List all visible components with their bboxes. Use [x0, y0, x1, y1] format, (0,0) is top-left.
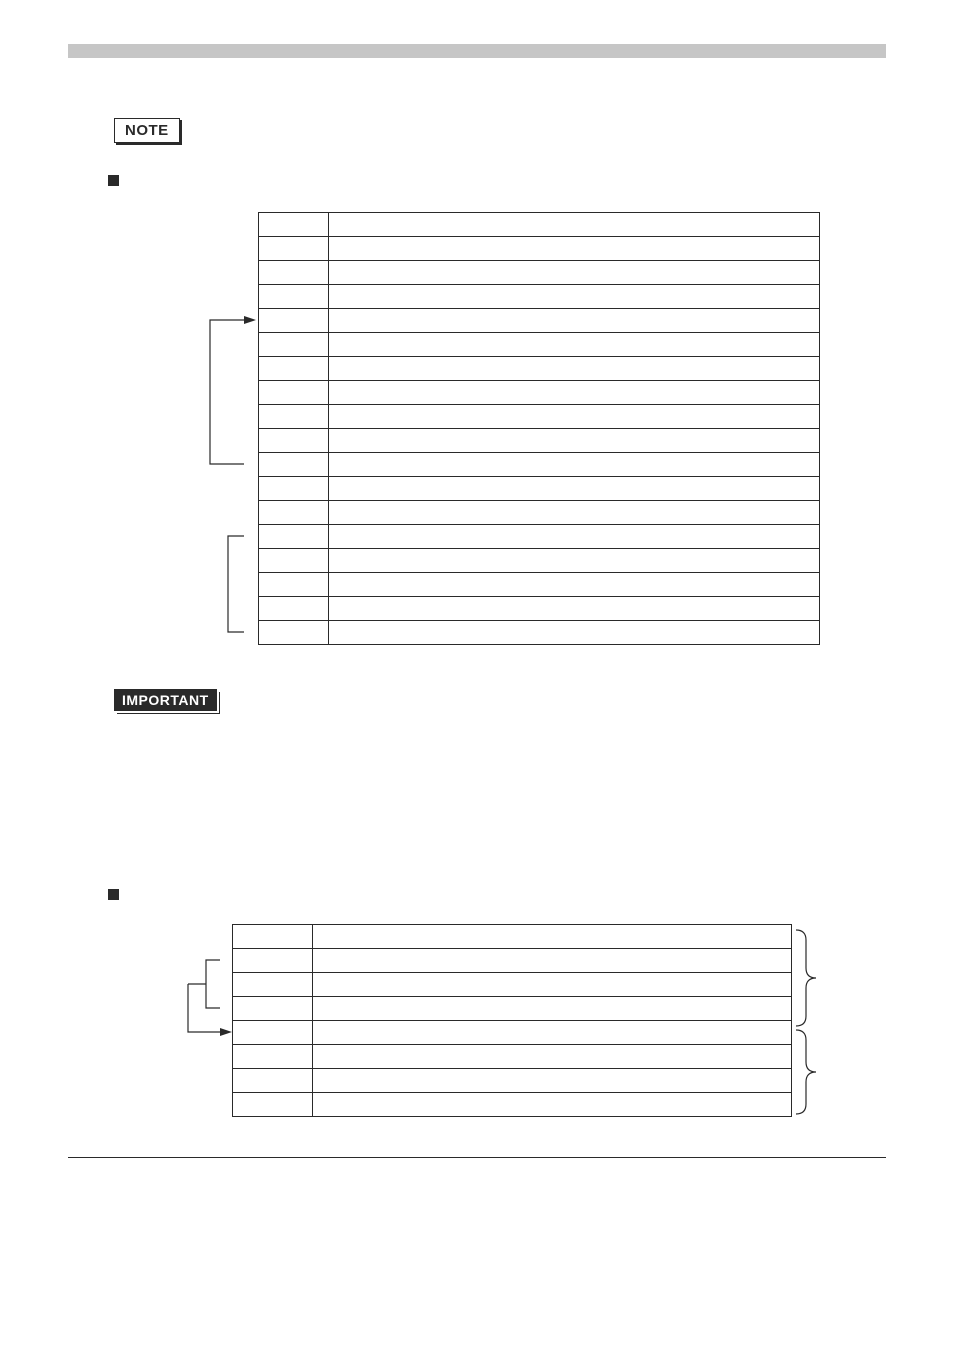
square-bullet-icon: [108, 889, 119, 900]
important-badge: IMPORTANT: [114, 689, 217, 711]
document-page: NOTE IMPORTANT: [0, 0, 954, 1184]
section2-heading: [108, 889, 886, 900]
section1-heading: [108, 175, 886, 186]
code-cell: [259, 597, 329, 621]
desc-cell: [313, 1045, 792, 1069]
code-cell: [233, 1069, 313, 1093]
desc-cell: [329, 477, 820, 501]
desc-cell: [329, 357, 820, 381]
code-cell: [259, 405, 329, 429]
table-row: [259, 261, 820, 285]
desc-cell: [329, 213, 820, 237]
code-cell: [259, 477, 329, 501]
table-row: [259, 549, 820, 573]
desc-cell: [313, 1021, 792, 1045]
table-row: [259, 213, 820, 237]
code-cell: [233, 925, 313, 949]
desc-cell: [329, 237, 820, 261]
code-cell: [233, 1045, 313, 1069]
desc-cell: [329, 453, 820, 477]
table-row: [233, 1093, 792, 1117]
connector-arrows-icon: [186, 212, 258, 644]
left-connector-icon: [168, 924, 232, 1124]
desc-cell: [329, 405, 820, 429]
table-row: [259, 237, 820, 261]
table-row: [259, 453, 820, 477]
table-row: [259, 573, 820, 597]
table-row: [233, 1069, 792, 1093]
desc-cell: [329, 573, 820, 597]
code-cell: [259, 357, 329, 381]
code-cell: [259, 381, 329, 405]
desc-cell: [329, 381, 820, 405]
code-cell: [233, 973, 313, 997]
code-cell: [233, 1093, 313, 1117]
code-cell: [259, 573, 329, 597]
code-cell: [233, 949, 313, 973]
table-row: [259, 309, 820, 333]
desc-cell: [329, 525, 820, 549]
important-label: IMPORTANT: [122, 692, 209, 708]
desc-cell: [329, 597, 820, 621]
table-row: [233, 925, 792, 949]
desc-cell: [313, 1093, 792, 1117]
code-cell: [259, 237, 329, 261]
code-cell: [259, 261, 329, 285]
desc-cell: [313, 973, 792, 997]
code-cell: [259, 525, 329, 549]
desc-cell: [313, 949, 792, 973]
code-cell: [259, 285, 329, 309]
table-row: [233, 997, 792, 1021]
square-bullet-icon: [108, 175, 119, 186]
desc-cell: [329, 621, 820, 645]
table-row: [259, 525, 820, 549]
table-row: [259, 501, 820, 525]
desc-cell: [313, 997, 792, 1021]
table-row: [259, 405, 820, 429]
desc-cell: [329, 261, 820, 285]
code-cell: [259, 549, 329, 573]
table-row: [259, 621, 820, 645]
table1-container: [258, 212, 820, 645]
table-row: [259, 333, 820, 357]
right-brace-icon: [792, 924, 824, 1124]
header-rule: [68, 44, 886, 58]
table2-container: [232, 924, 792, 1117]
code-cell: [259, 333, 329, 357]
code-cell: [259, 429, 329, 453]
table-row: [259, 357, 820, 381]
desc-cell: [329, 429, 820, 453]
code-cell: [259, 501, 329, 525]
table-row: [233, 973, 792, 997]
desc-cell: [329, 333, 820, 357]
table-row: [259, 597, 820, 621]
note-badge: NOTE: [114, 118, 180, 143]
desc-cell: [329, 549, 820, 573]
desc-cell: [329, 309, 820, 333]
desc-cell: [313, 925, 792, 949]
table1: [258, 212, 820, 645]
table-row: [233, 1045, 792, 1069]
desc-cell: [313, 1069, 792, 1093]
table-row: [233, 1021, 792, 1045]
code-cell: [233, 1021, 313, 1045]
table-row: [259, 429, 820, 453]
code-cell: [259, 621, 329, 645]
table-row: [233, 949, 792, 973]
desc-cell: [329, 285, 820, 309]
footer-rule: [68, 1157, 886, 1158]
code-cell: [233, 997, 313, 1021]
code-cell: [259, 309, 329, 333]
spacer: [68, 711, 886, 857]
code-cell: [259, 453, 329, 477]
note-label: NOTE: [125, 122, 169, 139]
desc-cell: [329, 501, 820, 525]
table-row: [259, 381, 820, 405]
table2: [232, 924, 792, 1117]
table-row: [259, 477, 820, 501]
code-cell: [259, 213, 329, 237]
table-row: [259, 285, 820, 309]
